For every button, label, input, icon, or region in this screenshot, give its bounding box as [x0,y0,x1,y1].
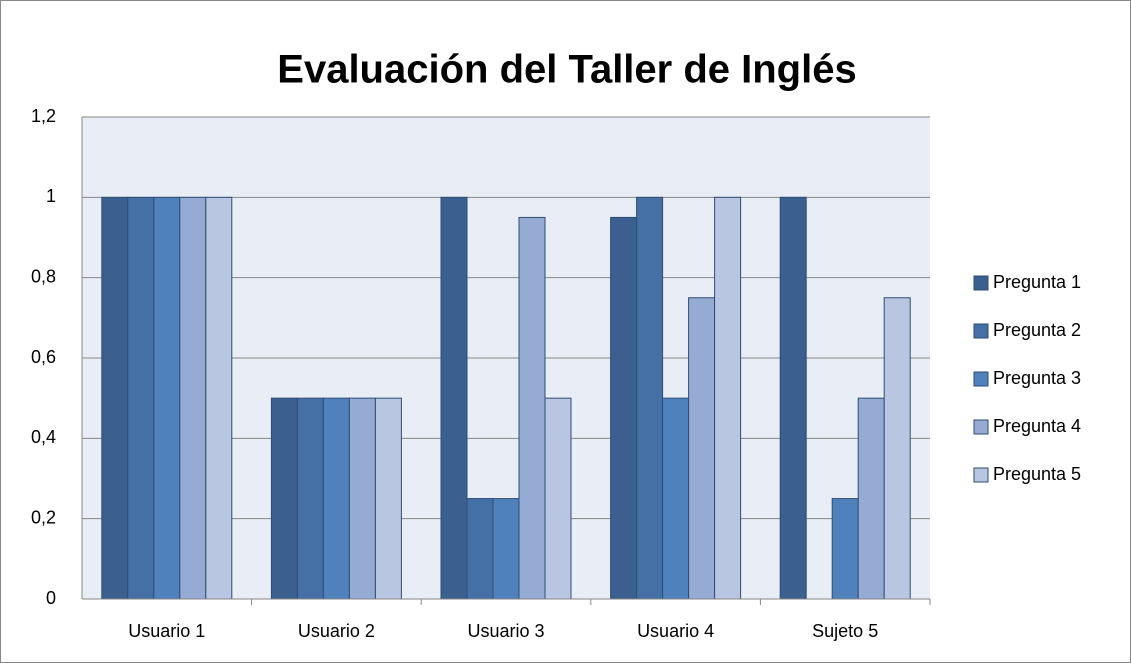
bar [857,397,885,600]
bar [205,196,233,600]
bar [101,196,129,600]
bar [779,196,807,600]
bar [714,196,742,600]
y-tick-label: 1 [46,186,56,206]
bar [153,196,181,600]
y-tick-label: 0,2 [31,507,56,527]
legend-label: Pregunta 2 [993,320,1081,340]
y-tick-label: 1,2 [31,106,56,126]
bar [518,216,546,600]
y-tick-label: 0,6 [31,347,56,367]
legend-label: Pregunta 3 [993,368,1081,388]
y-tick-label: 0,4 [31,427,56,447]
x-tick-label: Usuario 1 [128,621,205,641]
bar [322,397,350,600]
x-tick-label: Sujeto 5 [812,621,878,641]
x-tick-label: Usuario 4 [637,621,714,641]
bar [544,397,572,600]
bar [374,397,402,600]
bar [492,498,520,600]
bar [440,196,468,600]
bar [610,216,638,600]
legend-swatch [973,467,989,483]
bar [662,397,690,600]
bar [296,397,324,600]
bar [127,196,155,600]
bar [883,297,911,600]
legend-swatch [973,275,989,291]
bar [636,196,664,600]
y-tick-label: 0,8 [31,266,56,286]
legend-swatch [973,371,989,387]
legend-swatch [973,419,989,435]
bar [466,498,494,600]
bar [179,196,207,600]
y-tick-label: 0 [46,588,56,608]
x-tick-label: Usuario 2 [298,621,375,641]
x-tick-label: Usuario 3 [467,621,544,641]
bar [270,397,298,600]
bar [688,297,716,600]
legend-label: Pregunta 1 [993,272,1081,292]
legend-label: Pregunta 4 [993,416,1081,436]
legend-swatch [973,323,989,339]
chart-title: Evaluación del Taller de Inglés [277,48,856,92]
bar [831,498,859,600]
bar [348,397,376,600]
legend-label: Pregunta 5 [993,464,1081,484]
